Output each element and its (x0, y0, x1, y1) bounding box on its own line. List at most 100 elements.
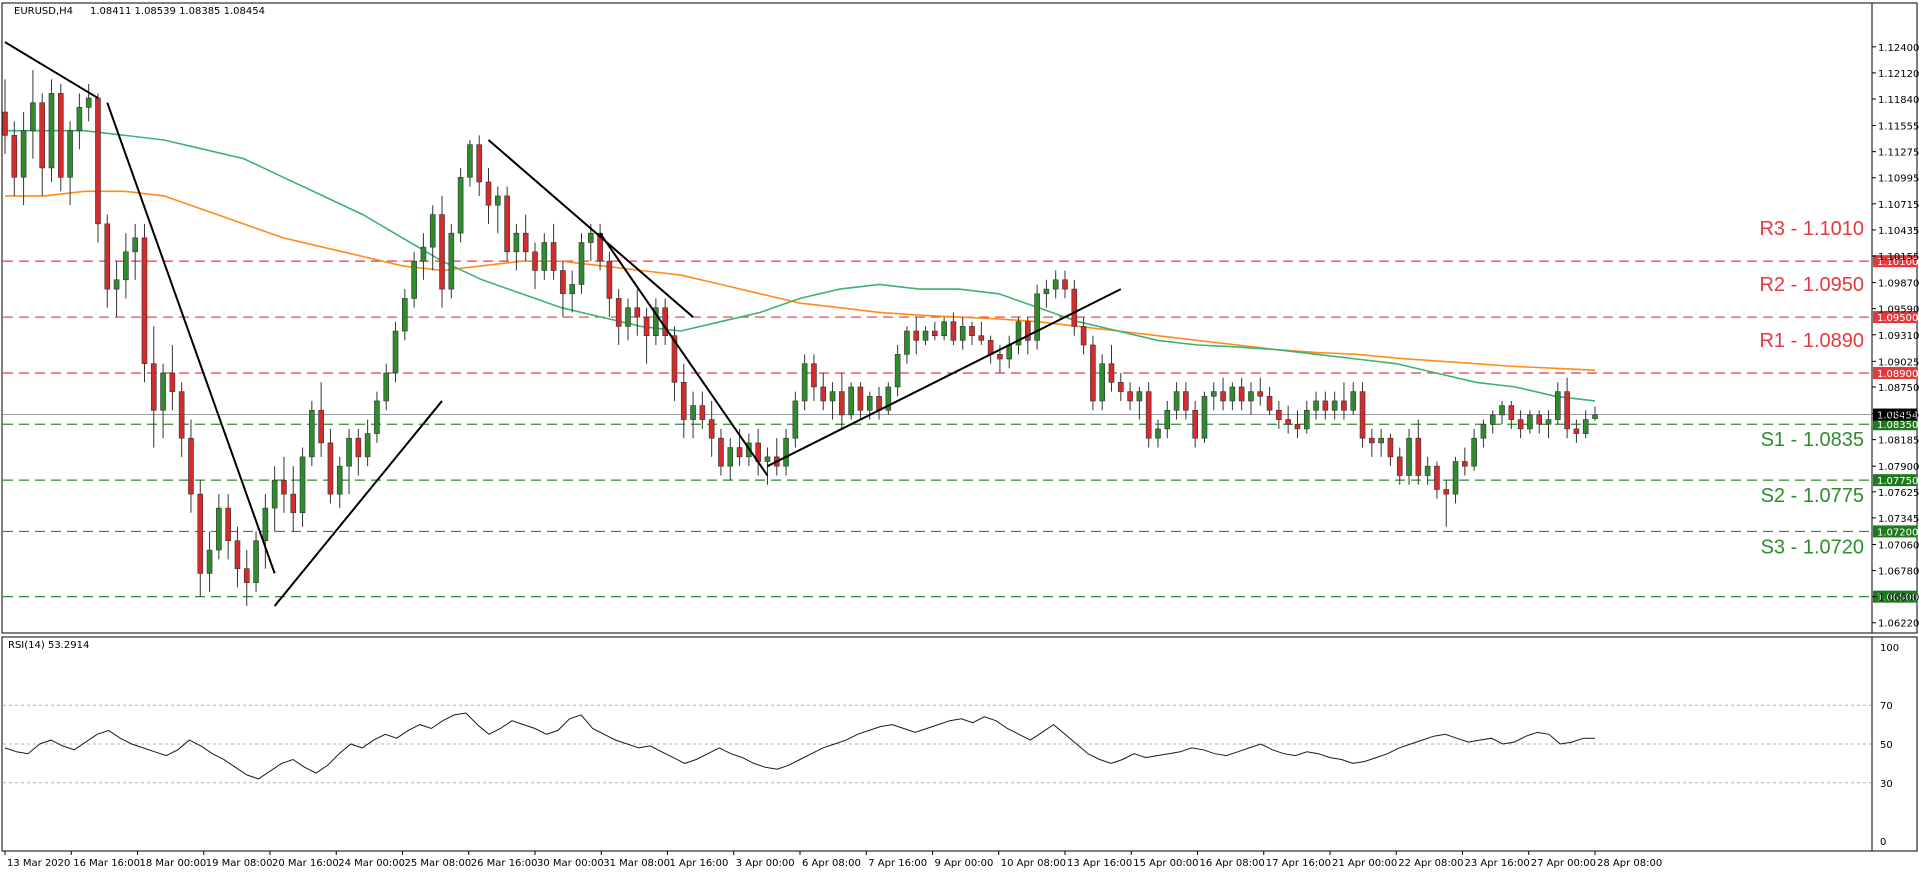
candle-body (764, 456, 771, 462)
time-tick-label: 17 Apr 16:00 (1266, 858, 1331, 869)
candle (281, 456, 287, 513)
candle-body (429, 214, 436, 248)
candle (216, 494, 222, 560)
candle-body (550, 242, 557, 271)
candle-body (653, 307, 659, 337)
candle-body (1034, 293, 1040, 341)
chart-ohlc: 1.08411 1.08539 1.08385 1.08454 (90, 6, 265, 17)
candle (1452, 456, 1459, 504)
candle-body (309, 409, 315, 458)
candle-body (1369, 437, 1375, 444)
rsi-tick-label: 0 (1880, 837, 1886, 848)
price-tick-label: 1.09590 (1878, 305, 1919, 316)
candle (894, 345, 901, 397)
candle-body (1508, 405, 1515, 420)
time-tick-label: 13 Apr 16:00 (1067, 858, 1132, 869)
candle-body (1564, 391, 1570, 430)
level-price-tag-label: 1.07750 (1877, 476, 1918, 487)
candle-body (885, 386, 892, 411)
candle (820, 372, 827, 411)
candle (532, 242, 538, 290)
candle-body (1341, 400, 1347, 411)
candle-body (1499, 405, 1505, 416)
candle (922, 326, 929, 346)
candle-body (281, 479, 287, 495)
candle (402, 289, 408, 341)
candle (234, 526, 241, 588)
time-tick-label: 28 Apr 08:00 (1597, 858, 1662, 869)
candle (1034, 284, 1040, 350)
candle (969, 321, 975, 346)
candle-body (941, 321, 947, 337)
candle-body (1136, 391, 1143, 402)
rsi-tick-label: 70 (1880, 701, 1893, 712)
candle-body (1527, 414, 1533, 430)
price-tick-label: 1.10435 (1878, 226, 1919, 237)
candle (625, 298, 631, 341)
candle-body (1210, 391, 1217, 397)
candle-body (1145, 391, 1152, 439)
candle (848, 382, 854, 420)
candle (457, 167, 464, 243)
candle-body (587, 232, 594, 243)
time-tick-label: 30 Mar 00:00 (537, 858, 604, 869)
candle-body (708, 419, 715, 439)
price-tick-label: 1.09870 (1878, 279, 1919, 290)
candle (1480, 419, 1487, 448)
candle-body (178, 391, 185, 439)
candle-body (476, 144, 483, 183)
candle-body (1238, 386, 1245, 402)
level-price-tag-label: 1.10100 (1877, 257, 1918, 268)
trendline (4, 41, 99, 99)
candle (708, 400, 715, 457)
candle (346, 428, 352, 495)
candle (1136, 386, 1143, 420)
candle-body (420, 246, 427, 262)
candle-body (141, 237, 148, 364)
price-tick-label: 1.09025 (1878, 357, 1919, 368)
candle-body (699, 405, 706, 420)
candle (1266, 386, 1273, 415)
price-tick-label: 1.07345 (1878, 514, 1919, 525)
candle-body (271, 479, 278, 509)
candle (578, 233, 585, 294)
candle-body (30, 102, 36, 131)
candle (318, 382, 324, 457)
candle-body (1266, 395, 1273, 411)
candle-body (1071, 288, 1078, 327)
candle-body (85, 97, 92, 108)
trendlines (4, 41, 1122, 607)
price-tick-label: 1.09310 (1878, 331, 1919, 342)
candle-body (671, 335, 678, 383)
candle-body (1331, 400, 1338, 411)
candle-body (2, 111, 8, 136)
candle (1090, 335, 1096, 411)
candle-body (848, 386, 854, 416)
candle-body (225, 507, 231, 542)
candle-body (234, 540, 241, 569)
candle-body (1220, 391, 1226, 402)
candle-body (1229, 386, 1236, 402)
candle-body (132, 237, 138, 253)
candle-body (20, 130, 27, 178)
level-price-tag-label: 1.06500 (1877, 593, 1918, 604)
candle-body (48, 93, 55, 169)
candle-body (402, 298, 408, 332)
candle (383, 363, 390, 411)
candle (1508, 400, 1515, 429)
candle-body (866, 395, 873, 411)
candle-body (336, 465, 343, 495)
candle (1173, 382, 1180, 420)
candle (513, 223, 520, 271)
candle (1201, 391, 1208, 443)
candle (1489, 410, 1496, 434)
chart-symbol: EURUSD,H4 (14, 6, 73, 17)
candle-body (448, 232, 455, 290)
candle-body (104, 223, 111, 290)
rsi-tick-label: 50 (1880, 740, 1893, 751)
candle (913, 317, 920, 355)
candle-body (57, 93, 64, 178)
candle-body (1434, 465, 1440, 490)
candle-body (876, 395, 882, 411)
price-tick-label: 1.08750 (1878, 383, 1919, 394)
